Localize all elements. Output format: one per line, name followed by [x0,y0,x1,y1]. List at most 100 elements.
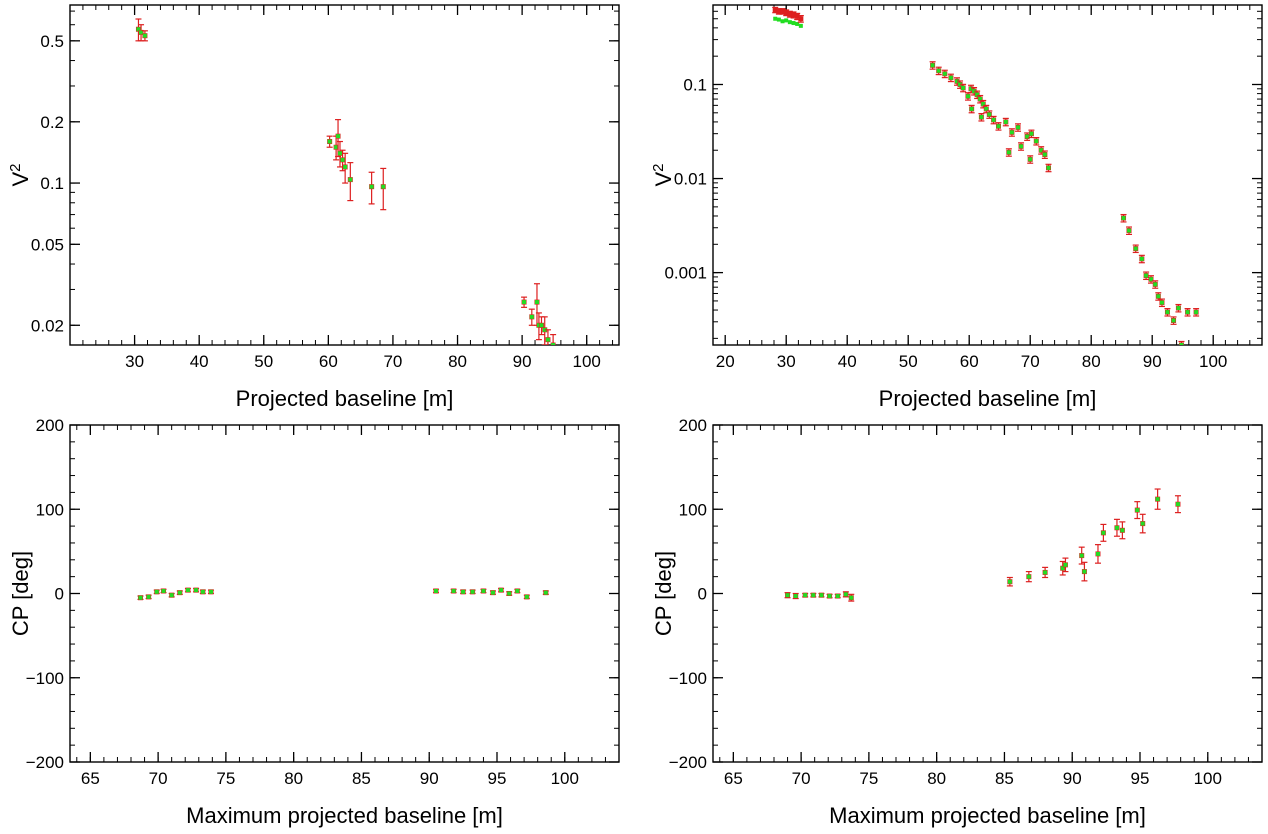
model-point [1003,119,1008,124]
model-point [819,593,824,598]
model-point [1079,553,1084,558]
model-point [348,177,353,182]
model-point [490,590,495,595]
model-point [334,145,339,150]
panel-bottom-right: 65 70 75 80 85 90 95 100 −200 −100 0 100 200 Maximum … [651,416,1263,828]
x-tick-label: 80 [284,769,303,788]
observed-point [783,10,789,16]
model-point [798,23,803,28]
model-point [177,590,182,595]
model-point [791,21,796,26]
y-tick-label: −200 [669,753,707,772]
y-tick-label: 0.5 [40,32,64,51]
observed-point [780,8,786,14]
x-tick-label: 95 [1131,769,1150,788]
y-tick-label: 0.05 [31,235,64,254]
x-tick-label: 90 [420,769,439,788]
y-tick-label: 0.1 [40,174,64,193]
model-point [1029,131,1034,136]
model-point [793,594,798,599]
model-point [470,589,475,594]
x-tick-label: 50 [254,352,273,371]
plot-frame [69,424,620,763]
x-tick-label: 90 [1063,769,1082,788]
model-point [942,71,947,76]
model-point [194,588,199,593]
model-point [969,86,974,91]
model-point [1046,165,1051,170]
y-tick-label: 0.02 [31,316,64,335]
panel-bottom-left: 65 70 75 80 85 90 95 100 −200 −100 0 100 200 Maximum … [8,416,620,828]
model-point [551,343,556,345]
model-point [1185,310,1190,315]
y-tick-label: 100 [679,500,707,519]
x-axis-label: Maximum projected baseline [m] [186,803,503,828]
model-point [787,20,792,25]
model-point [1148,277,1153,282]
model-point [142,33,147,38]
x-tick-label: 50 [899,352,918,371]
model-point [1171,318,1176,323]
model-point [534,300,539,305]
model-point [336,134,341,139]
model-point [499,588,504,593]
model-point [340,157,345,162]
model-point [327,139,332,144]
model-point [1028,157,1033,162]
model-point [773,16,778,21]
data-layer [784,488,1181,602]
model-point [930,63,935,68]
observed-point [776,8,782,14]
model-point [1176,306,1181,311]
model-point [1165,310,1170,315]
model-point [481,588,486,593]
model-point [1034,139,1039,144]
model-point [987,112,992,117]
model-point [996,124,1001,129]
model-point [972,89,977,94]
data-layer [772,6,1200,345]
x-tick-label: 40 [190,352,209,371]
x-tick-label: 75 [216,769,235,788]
model-point [961,85,966,90]
y-axis-label: V2 [7,163,33,186]
model-point [1114,525,1119,530]
model-point [515,588,520,593]
model-point [161,588,166,593]
model-point [146,594,151,599]
model-point [136,27,141,32]
model-point [795,21,800,26]
model-point [975,92,980,97]
y-tick-label: 0 [55,585,64,604]
model-point [1144,273,1149,278]
x-tick-label: 100 [573,352,601,371]
x-tick-label: 100 [1199,352,1227,371]
model-point [169,593,174,598]
plot-frame [712,4,1263,346]
x-tick-label: 80 [1082,352,1101,371]
model-point [1120,528,1125,533]
model-point [784,18,789,23]
x-tick-label: 80 [927,769,946,788]
model-point [780,19,785,24]
data-layer [135,18,557,345]
model-point [1179,343,1184,345]
y-axis-label: V2 [650,163,676,186]
x-axis-label: Projected baseline [m] [879,386,1097,411]
model-point [539,323,544,328]
model-point [958,82,963,87]
model-point [529,314,534,319]
x-tick-label: 65 [81,769,100,788]
y-tick-label: 0.01 [674,170,707,189]
x-tick-label: 80 [448,352,467,371]
plot-frame [69,4,620,346]
model-point [1082,569,1087,574]
model-point [1026,574,1031,579]
model-point [208,589,213,594]
y-tick-label: −100 [669,669,707,688]
model-point [139,30,144,35]
model-point [200,589,205,594]
x-tick-label: 30 [777,352,796,371]
model-point [827,594,832,599]
